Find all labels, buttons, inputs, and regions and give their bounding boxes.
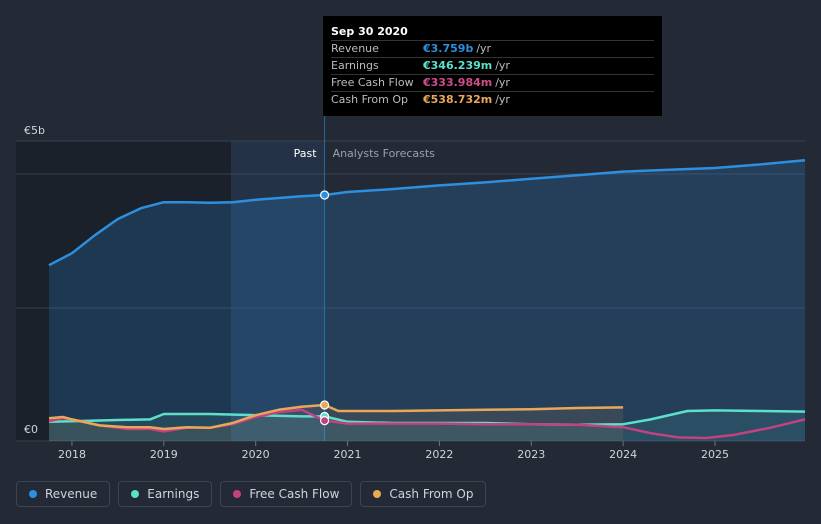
x-tick-label: 2023 (517, 448, 545, 461)
x-tick-label: 2019 (150, 448, 178, 461)
legend-item-earnings[interactable]: Earnings (118, 481, 213, 507)
y-tick-label: €0 (24, 423, 38, 436)
y-tick-label: €5b (24, 124, 45, 137)
forecast-label: Analysts Forecasts (333, 147, 436, 160)
tooltip-label: Free Cash Flow (331, 76, 414, 89)
revenue-line (48, 158, 806, 267)
tooltip-label: Cash From Op (331, 93, 409, 106)
x-tick-label: 2020 (242, 448, 270, 461)
x-tick-label: 2021 (334, 448, 362, 461)
legend-dot-icon (29, 490, 37, 498)
tooltip-row-cash-from-op: Cash From Op €538.732m /yr (331, 91, 654, 108)
tooltip-unit: /yr (495, 93, 510, 106)
tooltip-value: €3.759b (423, 42, 474, 55)
cash-from-op-line (48, 403, 624, 431)
legend: Revenue Earnings Free Cash Flow Cash Fro… (16, 481, 487, 509)
legend-dot-icon (373, 490, 382, 498)
legend-item-revenue[interactable]: Revenue (16, 481, 111, 507)
legend-label: Earnings (147, 487, 200, 501)
cash-from-op-marker (319, 400, 330, 410)
x-tick-label: 2022 (425, 448, 453, 461)
revenue-area (49, 160, 805, 441)
legend-label: Free Cash Flow (249, 487, 340, 501)
legend-dot-icon (233, 490, 242, 498)
tooltip: Sep 30 2020 Revenue €3.759b /yr Earnings… (323, 16, 662, 116)
tooltip-value: €333.984m (423, 76, 493, 89)
tooltip-date: Sep 30 2020 (331, 25, 408, 38)
tooltip-row-revenue: Revenue €3.759b /yr (331, 40, 654, 57)
earnings-area (49, 410, 805, 441)
free-cash-flow-marker (319, 416, 330, 426)
tooltip-unit: /yr (476, 42, 492, 55)
legend-item-free-cash-flow[interactable]: Free Cash Flow (220, 481, 353, 507)
tooltip-unit: /yr (495, 76, 510, 89)
tooltip-value: €538.732m (423, 93, 493, 106)
revenue-marker (319, 190, 330, 200)
legend-label: Cash From Op (389, 487, 474, 501)
tooltip-label: Revenue (331, 42, 379, 55)
past-label: Past (294, 147, 318, 160)
legend-label: Revenue (45, 487, 98, 501)
legend-dot-icon (131, 490, 140, 498)
tooltip-label: Earnings (331, 59, 379, 72)
x-tick-label: 2024 (609, 448, 637, 461)
legend-item-cash-from-op[interactable]: Cash From Op (360, 481, 487, 507)
x-tick-label: 2018 (58, 448, 86, 461)
tooltip-unit: /yr (495, 59, 510, 72)
x-tick-label: 2025 (701, 448, 729, 461)
tooltip-row-earnings: Earnings €346.239m /yr (331, 57, 654, 74)
tooltip-row-free-cash-flow: Free Cash Flow €333.984m /yr (331, 74, 654, 91)
tooltip-value: €346.239m (423, 59, 493, 72)
hover-highlight-region (231, 141, 325, 441)
